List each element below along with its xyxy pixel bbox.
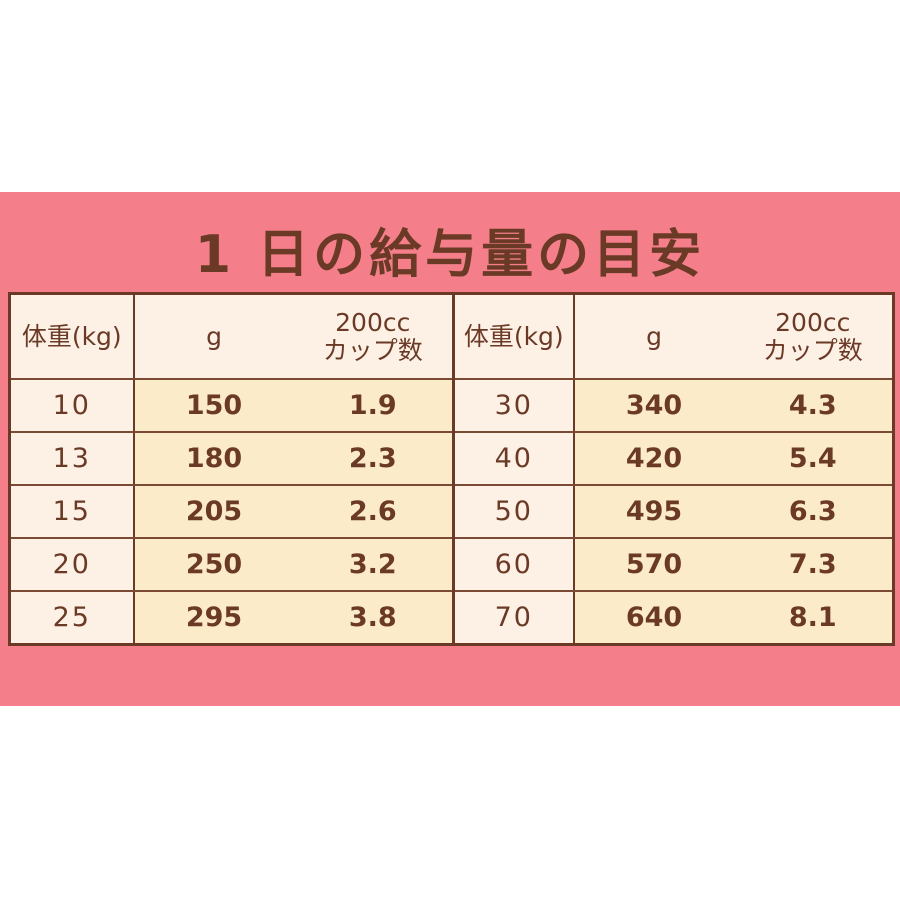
grams-cell: 420 xyxy=(573,432,734,486)
grams-cell: 150 xyxy=(133,379,294,433)
header-row: 体重(kg) g 200cc カップ数 体重(kg) g 200cc カップ数 xyxy=(9,293,894,380)
header-weight: 体重(kg) xyxy=(9,293,135,380)
weight-cell: 60 xyxy=(453,538,575,592)
cups-cell: 3.2 xyxy=(293,538,455,592)
header-grams: g xyxy=(573,293,734,380)
grams-cell: 250 xyxy=(133,538,294,592)
header-cups-line2: カップ数 xyxy=(762,335,863,365)
cups-cell: 4.3 xyxy=(733,379,894,433)
table-row: 15 205 2.6 50 495 6.3 xyxy=(9,485,894,539)
grams-cell: 570 xyxy=(573,538,734,592)
grams-cell: 495 xyxy=(573,485,734,539)
table-row: 20 250 3.2 60 570 7.3 xyxy=(9,538,894,592)
header-cups: 200cc カップ数 xyxy=(733,293,894,380)
cups-cell: 1.9 xyxy=(293,379,455,433)
table-row: 25 295 3.8 70 640 8.1 xyxy=(9,591,894,646)
weight-cell: 50 xyxy=(453,485,575,539)
weight-cell: 13 xyxy=(9,432,135,486)
table-row: 13 180 2.3 40 420 5.4 xyxy=(9,432,894,486)
weight-cell: 25 xyxy=(9,591,135,646)
header-weight: 体重(kg) xyxy=(453,293,575,380)
cups-cell: 2.3 xyxy=(293,432,455,486)
grams-cell: 180 xyxy=(133,432,294,486)
grams-cell: 340 xyxy=(573,379,734,433)
weight-cell: 40 xyxy=(453,432,575,486)
weight-cell: 30 xyxy=(453,379,575,433)
header-cups: 200cc カップ数 xyxy=(293,293,455,380)
grams-cell: 205 xyxy=(133,485,294,539)
grams-cell: 295 xyxy=(133,591,294,646)
cups-cell: 6.3 xyxy=(733,485,894,539)
table-row: 10 150 1.9 30 340 4.3 xyxy=(9,379,894,433)
grams-cell: 640 xyxy=(573,591,734,646)
cups-cell: 7.3 xyxy=(733,538,894,592)
weight-cell: 10 xyxy=(9,379,135,433)
header-grams: g xyxy=(133,293,294,380)
weight-cell: 15 xyxy=(9,485,135,539)
cups-cell: 5.4 xyxy=(733,432,894,486)
weight-cell: 70 xyxy=(453,591,575,646)
cups-cell: 3.8 xyxy=(293,591,455,646)
cups-cell: 2.6 xyxy=(293,485,455,539)
header-cups-line1: 200cc xyxy=(335,307,411,337)
header-cups-line1: 200cc xyxy=(775,307,851,337)
header-cups-line2: カップ数 xyxy=(322,335,423,365)
weight-cell: 20 xyxy=(9,538,135,592)
page-title: 1 日の給与量の目安 xyxy=(194,225,706,285)
cups-cell: 8.1 xyxy=(733,591,894,646)
feeding-table: 体重(kg) g 200cc カップ数 体重(kg) g 200cc カップ数 10… xyxy=(8,292,895,646)
